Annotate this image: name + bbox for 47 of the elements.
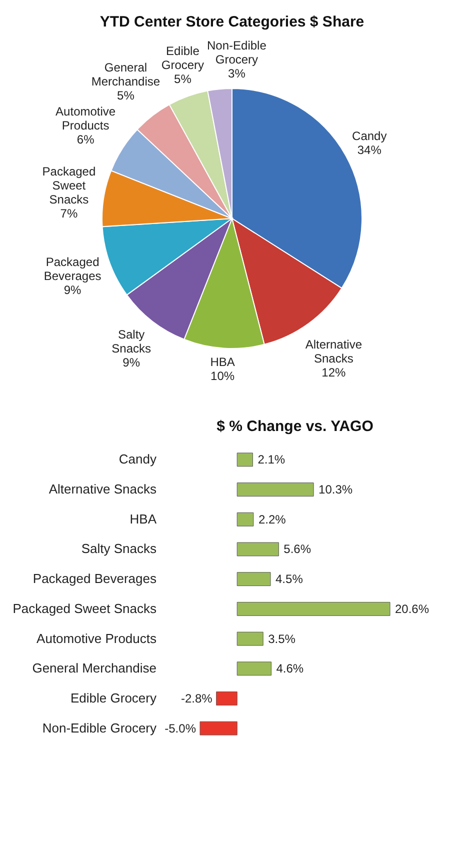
bar [236, 632, 264, 646]
data-label: 2.1% [258, 452, 286, 467]
y-tick-label: Packaged Beverages [32, 571, 157, 586]
data-label: 3.5% [268, 632, 296, 646]
bar [236, 542, 279, 556]
data-label: 4.6% [276, 662, 304, 676]
data-label: -2.8% [180, 691, 213, 706]
bar [236, 572, 271, 586]
data-label: 12% [322, 365, 346, 380]
slice-label: HBA [210, 354, 235, 369]
y-tick-label: Alternative Snacks [48, 482, 157, 497]
y-tick-label: Candy [118, 452, 157, 467]
bar [200, 721, 238, 736]
y-tick-label: HBA [130, 511, 157, 526]
bar [236, 452, 253, 467]
data-label: 6% [76, 132, 95, 147]
data-label: 9% [122, 355, 140, 370]
y-tick-label: Packaged Sweet Snacks [12, 600, 157, 616]
data-label: -5.0% [164, 721, 196, 736]
bar [216, 692, 238, 706]
data-label: 34% [357, 142, 382, 157]
data-label: 20.6% [395, 602, 430, 616]
y-tick-label: General Merchandise [32, 660, 156, 676]
y-tick-label: Non-Edible Grocery [42, 720, 157, 736]
data-label: 2.2% [258, 512, 286, 526]
data-label: 10% [210, 368, 235, 383]
slice-label: Alternative Snacks [305, 337, 362, 366]
bar [236, 512, 254, 526]
y-tick-label: Salty Snacks [81, 541, 157, 556]
slice-label: Non-Edible Grocery [207, 38, 267, 66]
data-label: 7% [60, 206, 78, 221]
slice-label: Edible Grocery [161, 44, 204, 72]
y-tick-label: Automotive Products [36, 630, 157, 646]
bar [236, 602, 390, 616]
data-label: 9% [64, 282, 82, 297]
data-label: 3% [228, 66, 246, 80]
y-tick-label: Edible Grocery [70, 690, 157, 706]
chart-title: YTD Center Store Categories $ Share [100, 13, 364, 30]
slice-label: Candy [352, 128, 387, 143]
data-label: 5% [174, 72, 192, 86]
bar [236, 662, 272, 676]
bar [236, 482, 314, 496]
data-label: 10.3% [318, 482, 353, 497]
data-label: 4.5% [276, 572, 304, 586]
data-label: 5% [117, 88, 135, 102]
chart-title: $ % Change vs. YAGO [216, 418, 374, 435]
data-label: 5.6% [284, 542, 312, 556]
